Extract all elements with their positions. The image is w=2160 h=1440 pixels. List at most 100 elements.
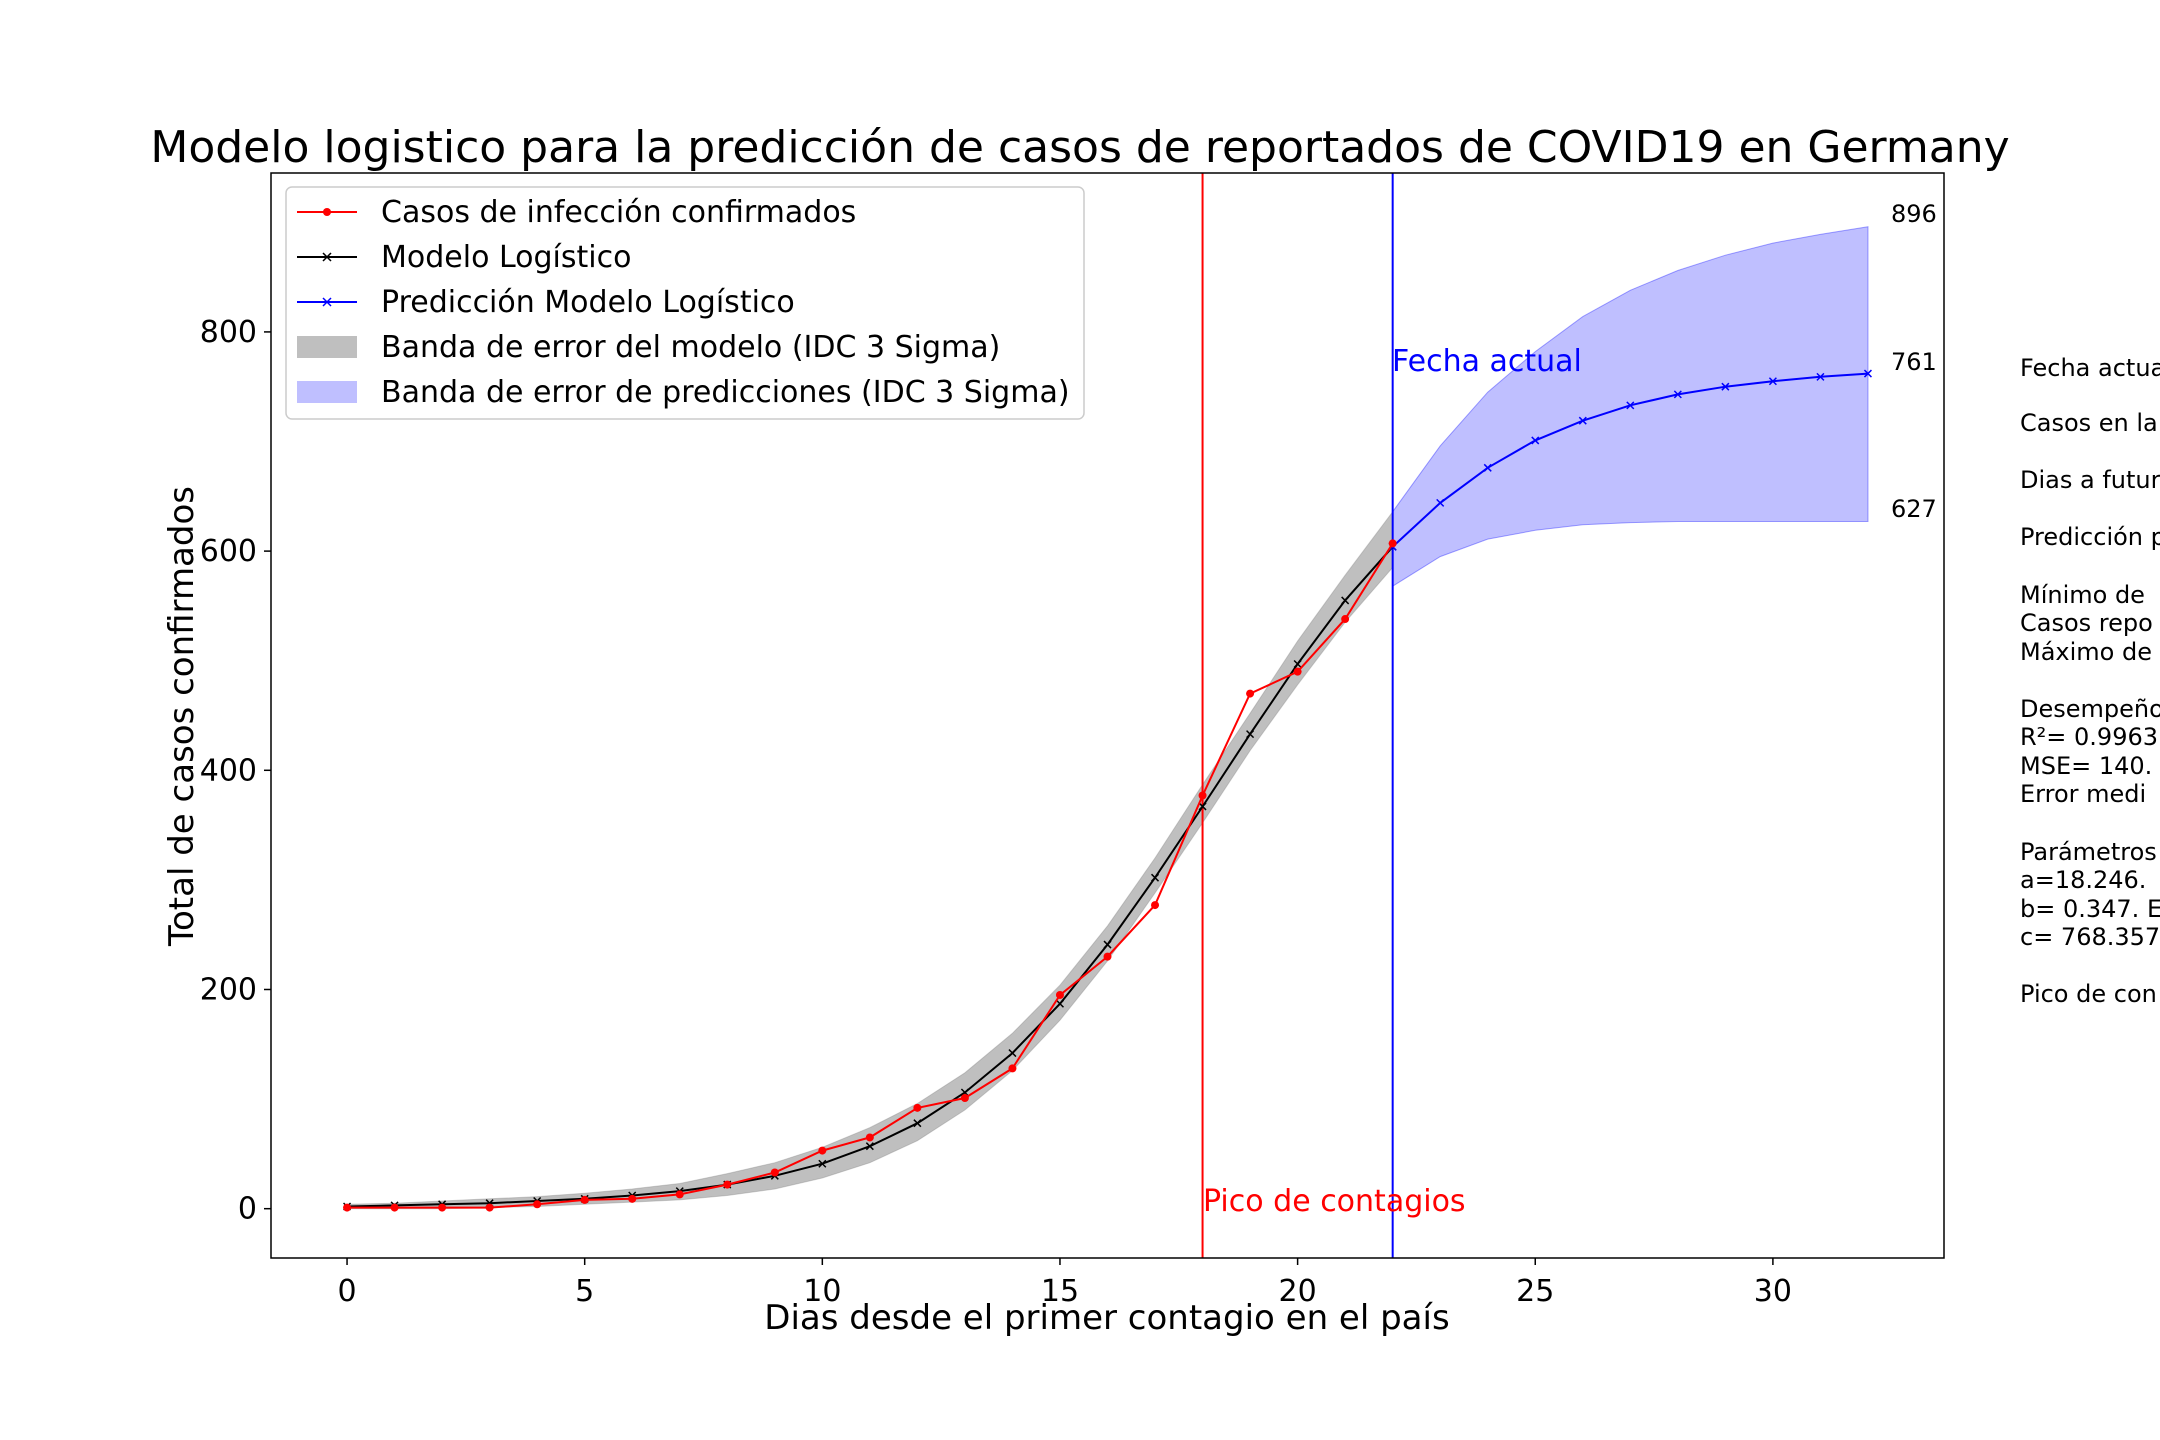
info-mse: MSE= 140.: [2020, 752, 2153, 780]
point-model: [1103, 940, 1112, 949]
data-series: [343, 369, 1872, 1212]
x-tick-label: 30: [1754, 1274, 1792, 1309]
legend-label-confirmed: Casos de infección confirmados: [381, 195, 856, 230]
axis-ticks: 0 5 10 15 20 25 30 0 200 400 600 800: [200, 315, 1792, 1309]
legend-box: [285, 186, 1085, 420]
point-confirmed: [1246, 689, 1255, 698]
x-tick-label: 25: [1516, 1274, 1554, 1309]
point-prediction: [1721, 382, 1730, 391]
point-model: [1150, 873, 1160, 882]
info-days-ahead: Dias a futur: [2020, 466, 2160, 494]
legend-label-model: Modelo Logístico: [381, 240, 631, 275]
point-model: [1246, 730, 1255, 739]
legend-x-prediction: [322, 297, 332, 307]
info-mean-error: Error medi: [2020, 780, 2147, 808]
end-label-lower: 627: [1891, 495, 1937, 523]
point-confirmed: [390, 1203, 399, 1212]
point-model: [818, 1159, 827, 1168]
x-tick-label: 20: [1279, 1274, 1317, 1309]
info-peak: Pico de con: [2020, 980, 2157, 1008]
point-confirmed: [865, 1133, 874, 1142]
point-prediction: [1626, 401, 1635, 410]
legend-swatch-prediction-band: [297, 381, 357, 403]
point-confirmed: [1341, 615, 1350, 624]
info-minimum: Mínimo de: [2020, 581, 2145, 609]
point-model: [1008, 1049, 1017, 1058]
end-label-prediction: 761: [1891, 348, 1937, 376]
point-model: [1341, 596, 1350, 605]
point-model: [1055, 999, 1065, 1008]
plot-frame: [270, 172, 1945, 1259]
point-confirmed: [1055, 990, 1064, 999]
point-prediction: [1673, 390, 1682, 399]
point-confirmed: [580, 1195, 589, 1204]
y-tick-label: 800: [200, 315, 257, 350]
point-model: [1293, 659, 1302, 669]
y-tick-label: 600: [200, 534, 257, 569]
info-current-date: Fecha actua: [2020, 354, 2160, 382]
legend: Casos de infección confirmados Modelo Lo…: [285, 186, 1085, 420]
y-axis-label: Total de casos confirmados: [162, 486, 202, 947]
y-tick-label: 200: [200, 972, 257, 1007]
point-prediction: [1483, 463, 1492, 472]
info-prediction: Predicción p: [2020, 523, 2160, 551]
point-prediction: [1863, 369, 1872, 378]
point-model: [1198, 802, 1207, 811]
info-parameters-heading: Parámetros: [2020, 838, 2157, 866]
info-param-a: a=18.246.: [2020, 866, 2147, 894]
point-confirmed: [770, 1168, 779, 1177]
y-tick-label: 0: [238, 1192, 257, 1227]
info-reported-cases: Casos repo: [2020, 609, 2153, 637]
point-confirmed: [675, 1190, 684, 1199]
point-confirmed: [818, 1146, 827, 1155]
point-confirmed: [723, 1180, 732, 1189]
legend-swatch-model-band: [297, 336, 357, 358]
info-param-b: b= 0.347. E: [2020, 895, 2160, 923]
point-confirmed: [1388, 539, 1397, 548]
point-confirmed: [628, 1194, 637, 1203]
point-prediction: [1768, 377, 1777, 386]
point-confirmed: [1198, 791, 1207, 800]
point-confirmed: [1151, 901, 1160, 910]
info-cases-on-date: Casos en la: [2020, 409, 2158, 437]
info-maximum: Máximo de: [2020, 638, 2152, 666]
point-confirmed: [913, 1103, 922, 1112]
x-tick-label: 0: [337, 1274, 356, 1309]
point-confirmed: [533, 1200, 542, 1209]
current-date-label: Fecha actual: [1392, 344, 1582, 379]
vertical-lines: [1201, 173, 1394, 1258]
series-line-confirmed: [347, 542, 1394, 1209]
point-confirmed: [343, 1203, 352, 1212]
point-confirmed: [438, 1203, 447, 1212]
point-confirmed: [1293, 667, 1302, 676]
x-tick-label: 10: [803, 1274, 841, 1309]
end-label-upper: 896: [1891, 200, 1937, 228]
x-axis-label: Dias desde el primer contagio en el país: [764, 1298, 1449, 1338]
point-prediction: [1578, 416, 1587, 425]
legend-label-model-band: Banda de error del modelo (IDC 3 Sigma): [381, 330, 1000, 365]
point-prediction: [1816, 372, 1825, 381]
legend-x-model: [322, 252, 332, 262]
info-r-squared: R²= 0.9963: [2020, 723, 2159, 751]
point-prediction: [1531, 436, 1540, 445]
point-prediction: [1436, 498, 1445, 507]
error-band-1: [1392, 226, 1869, 588]
x-tick-label: 15: [1041, 1274, 1079, 1309]
legend-label-prediction: Predicción Modelo Logístico: [381, 285, 795, 320]
info-param-c: c= 768.357: [2020, 923, 2160, 951]
point-confirmed: [960, 1093, 969, 1102]
point-confirmed: [485, 1203, 494, 1212]
legend-label-prediction-band: Banda de error de predicciones (IDC 3 Si…: [381, 375, 1070, 410]
point-model: [865, 1142, 874, 1151]
y-tick-label: 400: [200, 753, 257, 788]
chart-title: Modelo logistico para la predicción de c…: [150, 122, 2009, 173]
point-confirmed: [1008, 1064, 1017, 1073]
info-performance-heading: Desempeño: [2020, 695, 2160, 723]
point-confirmed: [1103, 952, 1112, 961]
x-tick-label: 5: [575, 1274, 594, 1309]
series-line-model: [346, 546, 1394, 1208]
point-model: [913, 1119, 922, 1128]
peak-label: Pico de contagios: [1203, 1184, 1466, 1219]
info-panel: Fecha actua Casos en la Dias a futur Pre…: [2020, 354, 2160, 1014]
